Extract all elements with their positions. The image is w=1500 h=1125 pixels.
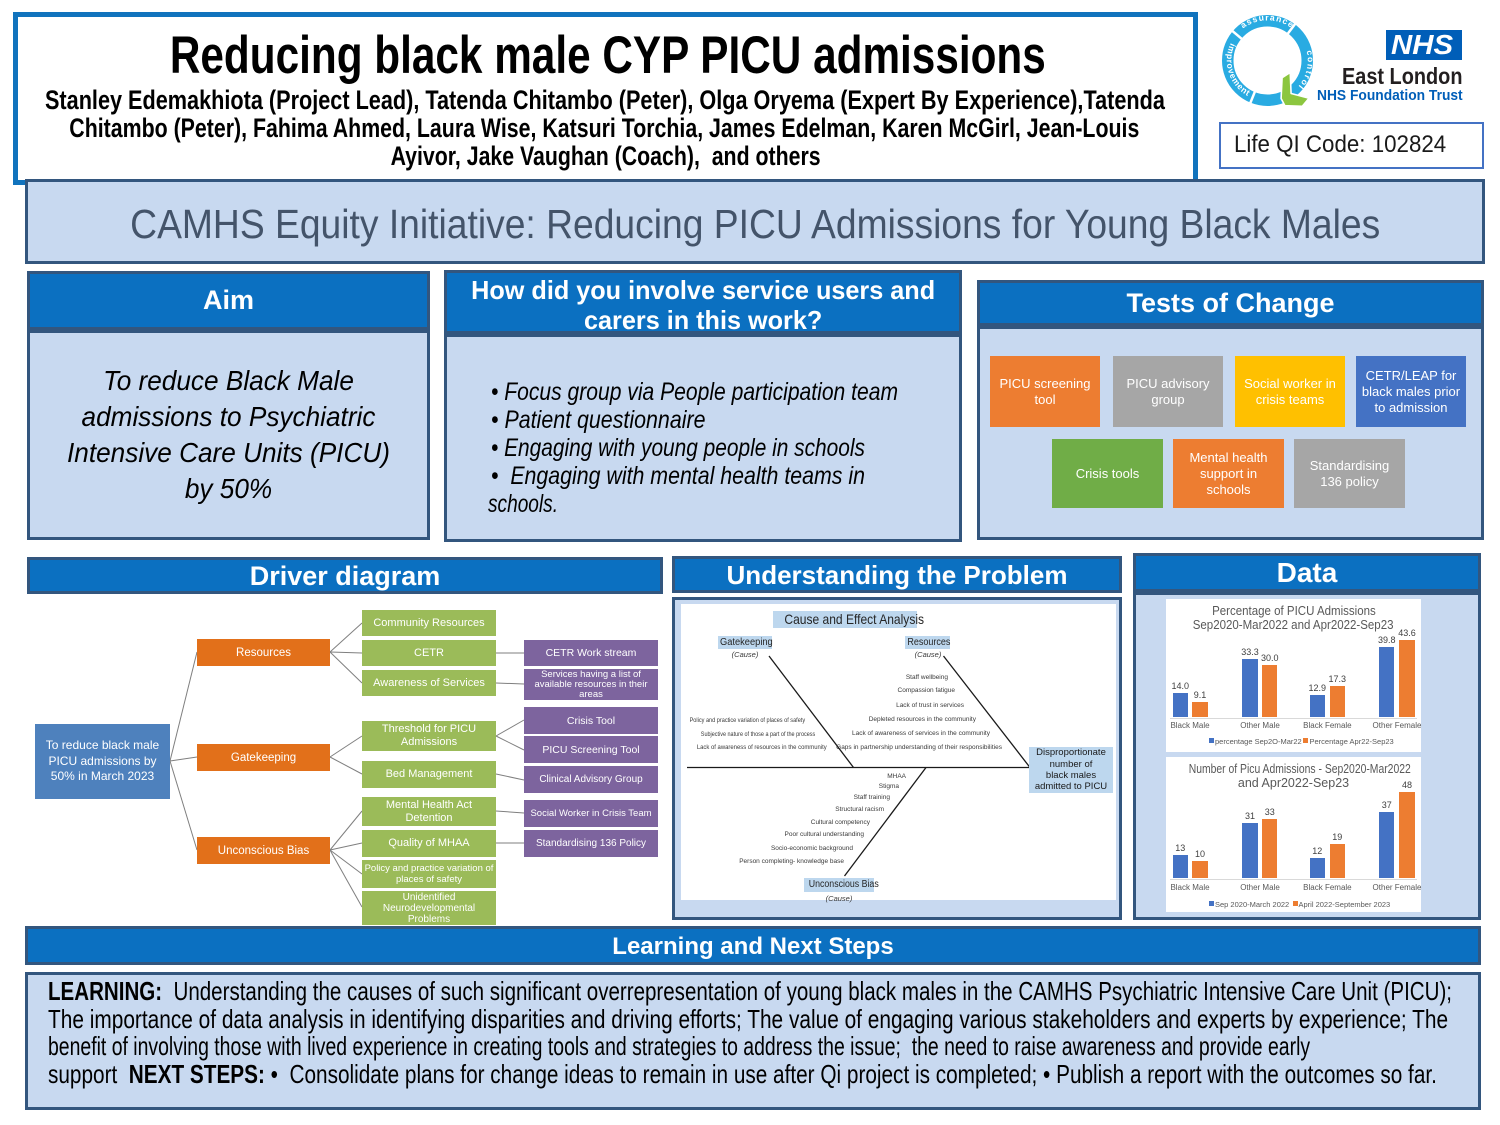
svg-text:control: control	[1296, 50, 1316, 93]
svg-text:assurance: assurance	[1239, 12, 1297, 30]
svg-text:improvement: improvement	[1225, 42, 1253, 98]
